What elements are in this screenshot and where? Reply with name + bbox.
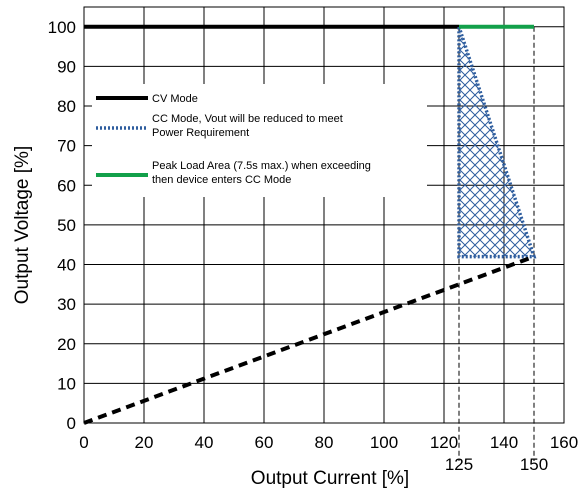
- legend: CV Mode CC Mode, Vout will be reduced to …: [92, 84, 427, 197]
- y-tick-label: 0: [67, 414, 76, 433]
- x-tick-label: 60: [255, 433, 274, 452]
- y-tick-label: 10: [57, 374, 76, 393]
- y-tick-label: 80: [57, 97, 76, 116]
- y-tick-label: 90: [57, 57, 76, 76]
- y-tick-label: 20: [57, 335, 76, 354]
- legend-label: Power Requirement: [152, 127, 249, 139]
- y-tick-label: 30: [57, 295, 76, 314]
- tick-labels: 0 20 40 60 80 100 120 140 160 0 10 20 30 40 50 60 70 80 90…: [48, 18, 579, 452]
- load-line: [83, 254, 535, 425]
- y-tick-label: 40: [57, 256, 76, 275]
- y-tick-label: 60: [57, 176, 76, 195]
- x-tick-label: 20: [135, 433, 154, 452]
- x-tick-label: 160: [550, 433, 578, 452]
- series-area: [83, 24, 537, 425]
- current-marker-label: 125: [445, 455, 473, 474]
- x-axis-title: Output Current [%]: [251, 468, 409, 489]
- current-marker-label: 150: [520, 455, 548, 474]
- x-tick-label: 0: [79, 433, 88, 452]
- y-axis-title: Output Voltage [%]: [12, 146, 33, 304]
- x-tick-label: 140: [490, 433, 518, 452]
- legend-label: CV Mode: [152, 93, 198, 105]
- x-tick-label: 80: [315, 433, 334, 452]
- legend-label: Peak Load Area (7.5s max.) when exceedin…: [152, 160, 371, 172]
- x-tick-label: 40: [195, 433, 214, 452]
- legend-label: then device enters CC Mode: [152, 174, 291, 186]
- x-tick-label: 120: [430, 433, 458, 452]
- y-tick-label: 100: [48, 18, 76, 37]
- legend-box: [92, 84, 427, 197]
- cc-mode-region: [457, 26, 537, 259]
- legend-label: CC Mode, Vout will be reduced to meet: [152, 113, 343, 125]
- x-tick-label: 100: [370, 433, 398, 452]
- y-tick-label: 50: [57, 216, 76, 235]
- y-tick-label: 70: [57, 137, 76, 156]
